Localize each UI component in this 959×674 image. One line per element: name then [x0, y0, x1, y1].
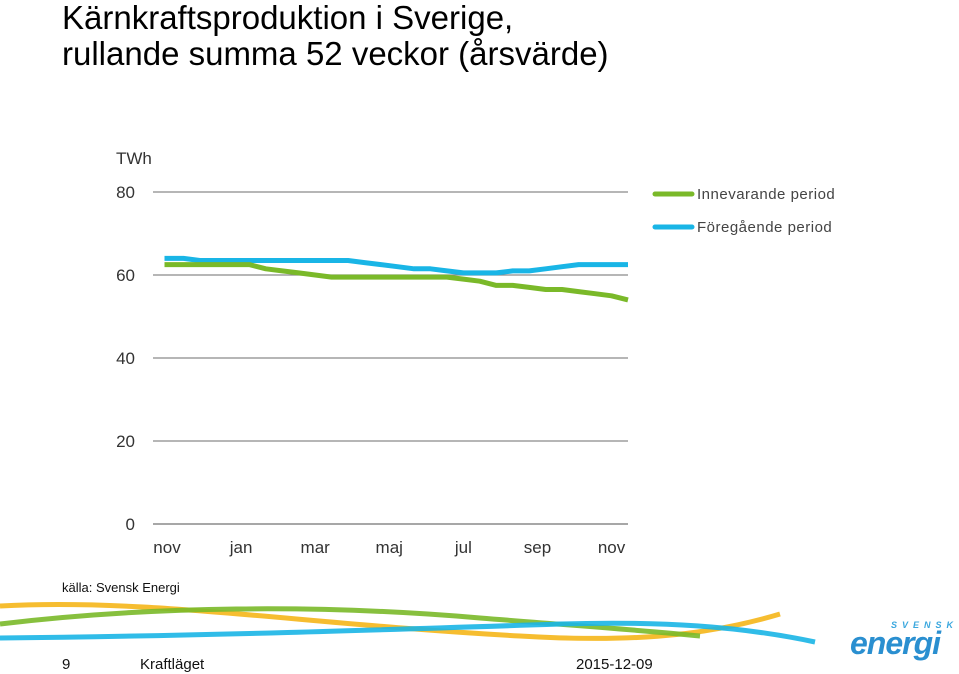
x-axis-ticks: nov jan mar maj jul sep nov [153, 538, 625, 557]
svensk-energi-logo: SVENSK energi [850, 620, 958, 660]
swoosh-green [0, 606, 701, 639]
source-note: källa: Svensk Energi [62, 580, 180, 595]
decorative-swoosh [0, 601, 816, 645]
x-tick-label-nov: nov [153, 538, 181, 557]
footer-title: Kraftläget [140, 656, 205, 673]
logo-small-text: SVENSK [890, 620, 958, 630]
legend-label-innevarande: Innevarande period [697, 186, 835, 203]
page-number: 9 [62, 656, 71, 673]
slide-title-line-1: Kärnkraftsproduktion i Sverige, [62, 0, 514, 36]
footer-date: 2015-12-09 [576, 656, 653, 673]
series-line-innevarande [164, 262, 629, 303]
x-tick-label-mar: mar [301, 538, 331, 557]
series-line-foregaende [164, 255, 628, 276]
gridlines [153, 191, 628, 525]
logo-big-text: energi [850, 625, 941, 661]
y-tick-label: 20 [116, 432, 135, 451]
x-tick-label-sep: sep [524, 538, 551, 557]
slide-title: Kärnkraftsproduktion i Sverige, rullande… [62, 0, 609, 72]
series-lines [164, 255, 629, 303]
x-tick-label-jul: jul [454, 538, 472, 557]
y-axis-label: TWh [116, 149, 152, 168]
x-tick-label-nov: nov [598, 538, 626, 557]
y-axis-ticks: 0 20 40 60 80 [116, 183, 135, 534]
swoosh-blue [0, 620, 816, 645]
legend-label-foregaende: Föregående period [697, 219, 832, 236]
slide-title-line-2: rullande summa 52 veckor (årsvärde) [62, 35, 609, 72]
x-tick-label-jan: jan [229, 538, 253, 557]
y-tick-label: 0 [126, 515, 135, 534]
line-chart: 0 20 40 60 80 TWh nov jan mar maj jul sep nov Inne… [116, 149, 835, 557]
y-tick-label: 80 [116, 183, 135, 202]
y-tick-label: 60 [116, 266, 135, 285]
x-tick-label-maj: maj [376, 538, 403, 557]
legend: Innevarande period Föregående period [652, 186, 835, 236]
y-tick-label: 40 [116, 349, 135, 368]
